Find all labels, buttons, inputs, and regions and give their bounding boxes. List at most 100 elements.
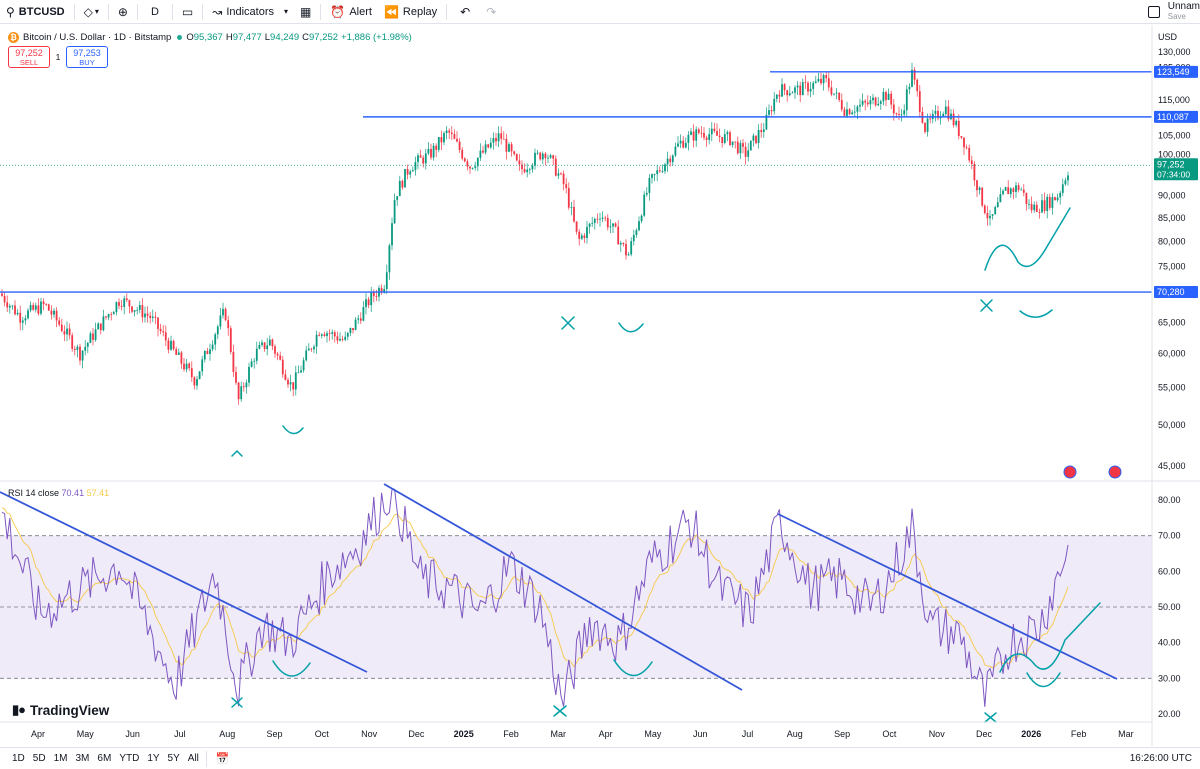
candle-body	[978, 187, 981, 191]
range-3m[interactable]: 3M	[75, 753, 90, 764]
layout-menu[interactable]: Unnam Save	[1147, 0, 1200, 24]
candle-body	[586, 226, 588, 238]
us-flag-event-icon[interactable]	[1108, 465, 1122, 479]
layout-save-status: Save	[1167, 12, 1186, 21]
candle-body	[775, 94, 778, 99]
range-1d[interactable]: 1D	[12, 753, 25, 764]
level-price-tag	[1154, 110, 1198, 123]
candle-body	[783, 84, 786, 91]
candle-body	[874, 97, 877, 106]
candle-body	[560, 173, 562, 175]
replay-button[interactable]: ⏪ Replay	[378, 0, 443, 24]
candle-body	[461, 149, 464, 159]
candle-body	[73, 348, 76, 350]
annotation-cross[interactable]	[984, 712, 997, 723]
annotation-arc[interactable]	[282, 425, 304, 435]
annotation-caret[interactable]	[231, 449, 243, 457]
annotation-arc[interactable]	[618, 322, 644, 333]
indicators-button[interactable]: ↝ Indicators ▾	[206, 0, 294, 24]
interval-button[interactable]: D	[141, 0, 169, 24]
layouts-button[interactable]: ▦	[294, 0, 317, 24]
range-5y[interactable]: 5Y	[167, 753, 180, 764]
candle-body	[297, 372, 300, 374]
range-all[interactable]: All	[187, 753, 199, 764]
candle-body	[554, 158, 557, 176]
candle-body	[414, 162, 417, 171]
sell-button[interactable]: 97,252 SELL	[8, 46, 50, 68]
alert-button[interactable]: ⏰ Alert	[324, 0, 378, 24]
high-value: 97,477	[232, 31, 262, 43]
price-pane[interactable]	[0, 62, 1152, 479]
candle-body	[963, 137, 965, 148]
range-6m[interactable]: 6M	[97, 753, 112, 764]
candle-body	[315, 334, 318, 347]
candle-body	[609, 226, 612, 228]
candle-body	[879, 101, 882, 104]
candle-body	[796, 85, 799, 88]
annotation-cross[interactable]	[553, 705, 567, 717]
candle-body	[786, 90, 789, 96]
candle-body	[383, 289, 386, 292]
range-1m[interactable]: 1M	[53, 753, 68, 764]
undo-button[interactable]: ↶	[450, 0, 480, 24]
candlestick-icon: ▭	[181, 4, 194, 19]
candle-body	[216, 326, 219, 335]
clock[interactable]: 16:26:00 UTC	[1129, 753, 1192, 764]
rsi-trend-line[interactable]	[0, 491, 368, 673]
candle-body	[794, 87, 796, 93]
us-flag-event-icon[interactable]	[1063, 465, 1077, 479]
candle-body	[484, 144, 487, 153]
chart-canvas[interactable]: USD130,000125,000115,000110,000105,00010…	[0, 25, 1200, 746]
candle-body	[463, 158, 466, 162]
buy-button[interactable]: 97,253 BUY	[66, 46, 108, 68]
candle-body	[942, 113, 945, 117]
rsi-trend-line[interactable]	[383, 483, 743, 691]
candle-body	[450, 132, 453, 135]
candle-body	[162, 331, 165, 333]
candle-body	[944, 106, 947, 114]
annotation-arc[interactable]	[1019, 309, 1053, 318]
candle-body	[518, 160, 521, 165]
candle-body	[1009, 188, 1012, 195]
candle-body	[1022, 189, 1025, 193]
annotation-cross[interactable]	[980, 299, 993, 312]
candle-body	[918, 91, 921, 112]
range-ytd[interactable]: YTD	[119, 753, 140, 764]
annotation-cup-handle[interactable]	[984, 207, 1071, 271]
candle-body	[1004, 187, 1007, 191]
annotation-arc[interactable]	[272, 660, 311, 677]
symbol-search[interactable]: ⚲ BTCUSD	[0, 0, 71, 24]
price-tick-label: 105,000	[1158, 130, 1191, 140]
candle-body	[344, 336, 347, 340]
annotation-cross[interactable]	[231, 697, 243, 708]
tradingview-mark-icon: ▮●	[12, 702, 26, 717]
rsi-pane[interactable]	[0, 483, 1152, 723]
chart-type-menu[interactable]: ◇ ▾	[78, 0, 105, 24]
annotation-arc[interactable]	[1026, 672, 1061, 688]
candle-body	[437, 137, 440, 150]
candle-body	[900, 114, 903, 116]
candles-button[interactable]: ▭	[176, 0, 199, 24]
calendar-icon[interactable]: 📅	[215, 753, 230, 765]
search-icon: ⚲	[6, 4, 15, 19]
candle-body	[372, 292, 375, 297]
annotation-cup-handle[interactable]	[999, 602, 1101, 673]
candle-body	[742, 143, 744, 147]
annotation-arc[interactable]	[613, 659, 653, 677]
current-price-tag[interactable]	[1154, 158, 1198, 181]
compare-button[interactable]: ⊕	[112, 0, 134, 24]
candle-body	[643, 194, 646, 216]
range-1y[interactable]: 1Y	[147, 753, 160, 764]
rsi-legend[interactable]: RSI 14 close 70.41 57.41	[8, 488, 109, 498]
candle-body	[419, 155, 422, 158]
range-5d[interactable]: 5D	[32, 753, 46, 764]
candle-body	[653, 173, 656, 175]
redo-button[interactable]: ↷	[480, 0, 502, 24]
candle-body	[976, 180, 978, 191]
candle-body	[66, 328, 68, 335]
currency-label[interactable]: USD	[1158, 32, 1178, 42]
annotation-cross[interactable]	[561, 316, 575, 330]
quantity[interactable]: 1	[55, 52, 61, 62]
candle-body	[448, 130, 451, 133]
tradingview-logo[interactable]: ▮● TradingView	[12, 702, 109, 718]
